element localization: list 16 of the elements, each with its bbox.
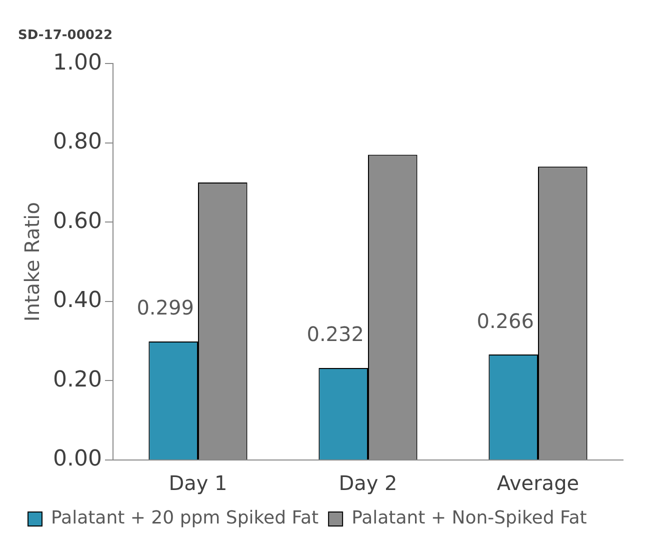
y-axis-title: Intake Ratio — [20, 202, 44, 322]
y-tick-label: 0.00 — [53, 446, 102, 472]
x-tick-label: Average — [496, 471, 580, 496]
chart-title: SD-17-00022 — [18, 28, 113, 44]
x-tick-label: Day 1 — [168, 471, 228, 496]
data-label: 0.266 — [476, 308, 534, 333]
legend-label: Palatant + 20 ppm Spiked Fat — [51, 508, 319, 529]
y-tick-label: 1.00 — [53, 50, 102, 76]
y-tick-label: 0.20 — [53, 367, 102, 392]
y-tick-label: 0.60 — [53, 208, 102, 234]
y-tick-label: 0.80 — [53, 130, 102, 155]
data-label: 0.299 — [136, 296, 194, 320]
y-tick-label: 0.40 — [53, 288, 102, 314]
data-label: 0.232 — [306, 322, 364, 346]
legend-label: Palatant + Non-Spiked Fat — [352, 508, 587, 529]
x-tick-label: Day 2 — [338, 471, 398, 496]
